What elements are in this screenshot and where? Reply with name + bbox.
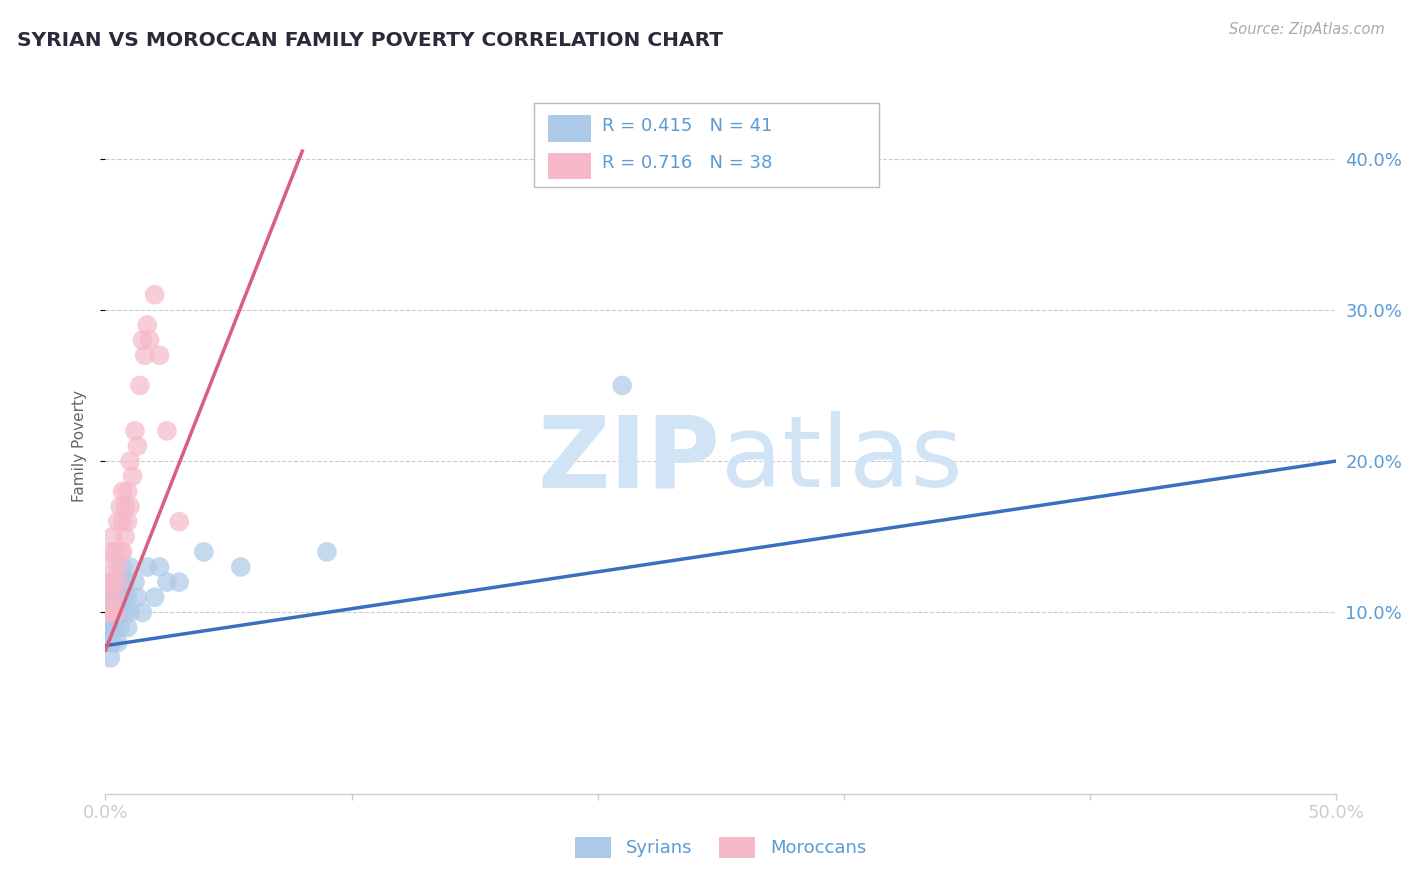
Point	[107, 635, 129, 649]
Point	[98, 560, 122, 574]
Point	[104, 575, 127, 590]
Point	[127, 591, 149, 605]
Point	[117, 484, 139, 499]
Point	[110, 606, 132, 620]
Point	[134, 348, 156, 362]
Point	[98, 545, 122, 559]
Point	[101, 591, 124, 605]
Point	[121, 469, 143, 483]
Point	[143, 591, 166, 605]
Point	[98, 606, 122, 620]
Text: Source: ZipAtlas.com: Source: ZipAtlas.com	[1229, 22, 1385, 37]
Point	[98, 635, 122, 649]
Point	[120, 606, 141, 620]
Point	[107, 515, 129, 529]
Text: R = 0.415   N = 41: R = 0.415 N = 41	[602, 117, 772, 135]
Point	[111, 545, 134, 559]
Point	[229, 560, 252, 574]
Point	[114, 530, 136, 544]
Point	[97, 591, 120, 605]
Point	[101, 606, 124, 620]
Point	[124, 575, 146, 590]
Point	[107, 606, 129, 620]
Point	[149, 348, 172, 362]
Point	[97, 620, 120, 634]
Point	[129, 378, 152, 392]
Y-axis label: Family Poverty: Family Poverty	[72, 390, 87, 502]
Point	[138, 333, 162, 347]
Point	[97, 575, 120, 590]
Point	[101, 606, 124, 620]
Text: SYRIAN VS MOROCCAN FAMILY POVERTY CORRELATION CHART: SYRIAN VS MOROCCAN FAMILY POVERTY CORREL…	[17, 31, 723, 50]
Point	[98, 620, 122, 634]
Point	[97, 606, 120, 620]
Point	[111, 560, 134, 574]
Point	[98, 650, 122, 665]
Point	[156, 575, 179, 590]
Point	[120, 454, 141, 468]
Point	[169, 515, 191, 529]
Point	[169, 575, 191, 590]
Point	[104, 591, 127, 605]
Point	[110, 575, 132, 590]
Point	[104, 606, 127, 620]
Point	[131, 606, 153, 620]
Point	[127, 439, 149, 453]
Point	[143, 287, 166, 301]
Point	[107, 575, 129, 590]
Point	[111, 515, 134, 529]
Point	[610, 378, 633, 392]
Point	[104, 545, 127, 559]
Text: ZIP: ZIP	[537, 411, 721, 508]
Point	[104, 606, 127, 620]
Point	[101, 575, 124, 590]
Point	[110, 620, 132, 634]
Point	[136, 560, 159, 574]
Point	[101, 635, 124, 649]
Point	[111, 591, 134, 605]
Point	[120, 500, 141, 514]
Point	[98, 606, 122, 620]
Text: R = 0.716   N = 38: R = 0.716 N = 38	[602, 154, 772, 172]
Legend: Syrians, Moroccans: Syrians, Moroccans	[568, 830, 873, 865]
Point	[315, 545, 337, 559]
Point	[111, 484, 134, 499]
Point	[98, 591, 122, 605]
Point	[131, 333, 153, 347]
Point	[107, 560, 129, 574]
Point	[97, 606, 120, 620]
Point	[120, 560, 141, 574]
Point	[110, 545, 132, 559]
Point	[193, 545, 215, 559]
Point	[114, 575, 136, 590]
Point	[117, 591, 139, 605]
Point	[136, 318, 159, 332]
Point	[101, 530, 124, 544]
Point	[114, 500, 136, 514]
Point	[114, 606, 136, 620]
Point	[156, 424, 179, 438]
Point	[107, 591, 129, 605]
Point	[124, 424, 146, 438]
Point	[101, 620, 124, 634]
Point	[117, 515, 139, 529]
Text: atlas: atlas	[721, 411, 962, 508]
Point	[149, 560, 172, 574]
Point	[104, 620, 127, 634]
Point	[117, 620, 139, 634]
Point	[97, 635, 120, 649]
Point	[110, 500, 132, 514]
